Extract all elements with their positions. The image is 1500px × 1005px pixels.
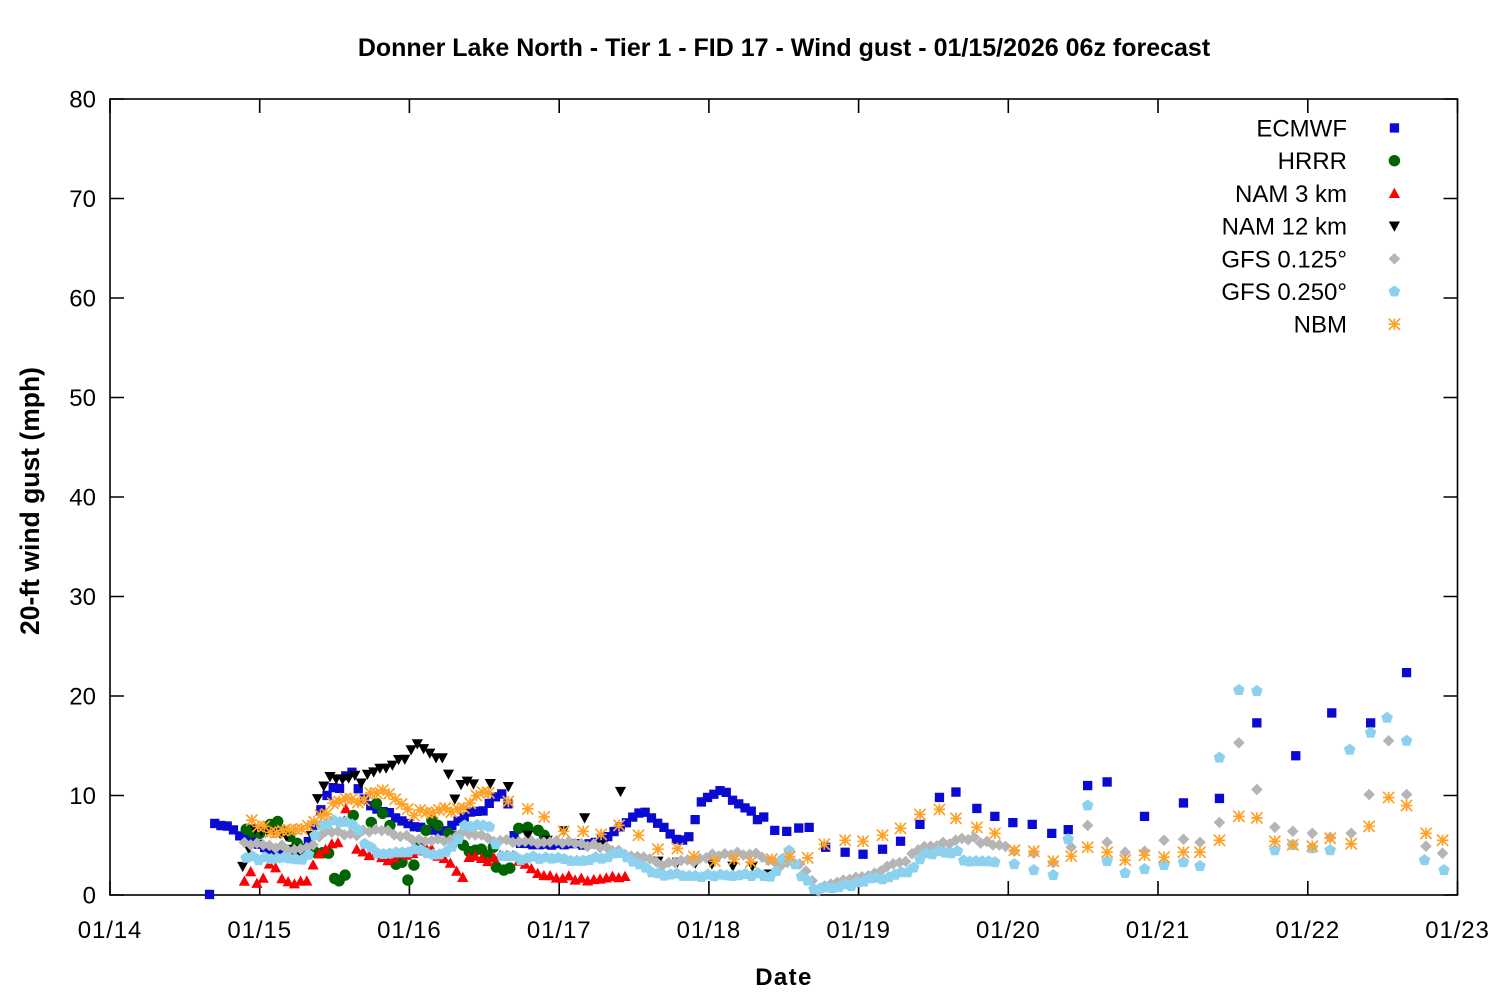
svg-text:01/15: 01/15 — [227, 917, 292, 944]
svg-text:10: 10 — [69, 783, 96, 810]
svg-text:01/18: 01/18 — [677, 917, 742, 944]
svg-text:01/16: 01/16 — [377, 917, 442, 944]
svg-text:60: 60 — [69, 286, 96, 313]
svg-text:01/14: 01/14 — [78, 917, 143, 944]
svg-text:01/21: 01/21 — [1126, 917, 1191, 944]
svg-text:70: 70 — [69, 186, 96, 213]
svg-text:NAM 3 km: NAM 3 km — [1235, 181, 1347, 208]
svg-text:NAM 12 km: NAM 12 km — [1222, 214, 1347, 241]
svg-text:GFS 0.250°: GFS 0.250° — [1221, 279, 1347, 306]
svg-text:01/17: 01/17 — [527, 917, 592, 944]
svg-text:01/23: 01/23 — [1425, 917, 1490, 944]
svg-text:01/22: 01/22 — [1276, 917, 1341, 944]
svg-text:0: 0 — [83, 883, 96, 910]
svg-text:50: 50 — [69, 385, 96, 412]
svg-text:NBM: NBM — [1294, 312, 1347, 339]
svg-text:01/20: 01/20 — [976, 917, 1041, 944]
svg-text:20-ft wind gust (mph): 20-ft wind gust (mph) — [15, 367, 45, 635]
svg-text:Donner Lake North - Tier 1 - F: Donner Lake North - Tier 1 - FID 17 - Wi… — [358, 34, 1211, 62]
svg-text:HRRR: HRRR — [1278, 148, 1347, 175]
svg-text:01/19: 01/19 — [826, 917, 891, 944]
svg-text:GFS 0.125°: GFS 0.125° — [1221, 246, 1347, 273]
svg-text:20: 20 — [69, 684, 96, 711]
svg-text:Date: Date — [755, 964, 813, 991]
svg-text:30: 30 — [69, 584, 96, 611]
svg-text:ECMWF: ECMWF — [1256, 116, 1347, 143]
svg-text:80: 80 — [69, 87, 96, 114]
svg-text:40: 40 — [69, 485, 96, 512]
